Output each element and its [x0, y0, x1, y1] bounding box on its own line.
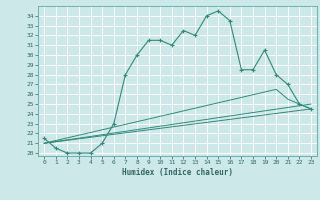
X-axis label: Humidex (Indice chaleur): Humidex (Indice chaleur) [122, 168, 233, 177]
